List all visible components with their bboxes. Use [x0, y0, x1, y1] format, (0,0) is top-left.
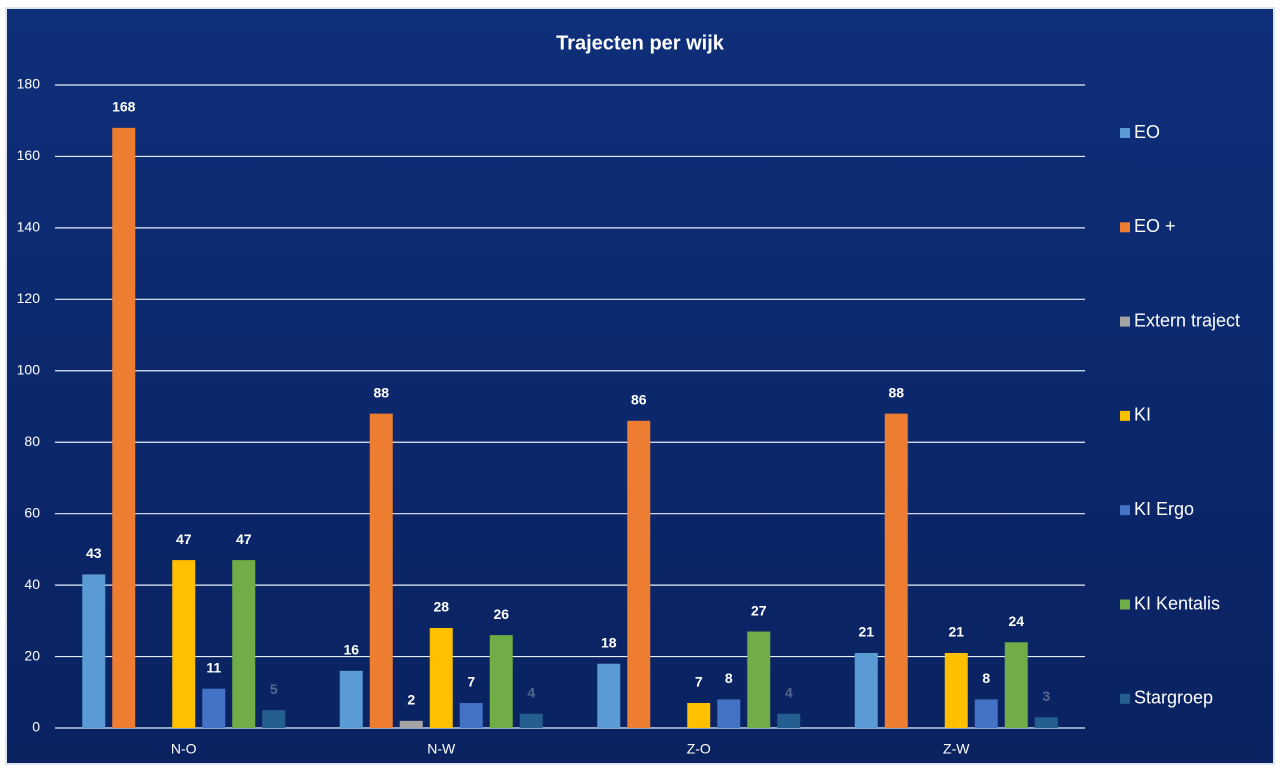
data-label: 4	[785, 684, 793, 700]
data-label: 2	[407, 692, 415, 708]
y-tick-label: 140	[17, 219, 41, 235]
data-label: 7	[467, 674, 475, 690]
legend-label: KI Ergo	[1134, 499, 1194, 519]
bar	[399, 720, 423, 728]
data-label: 26	[493, 606, 509, 622]
bar	[1004, 642, 1028, 728]
legend-label: KI	[1134, 405, 1151, 425]
data-label: 5	[270, 681, 278, 697]
data-label: 16	[343, 642, 359, 658]
bar	[884, 413, 908, 728]
legend-swatch	[1120, 410, 1130, 421]
bar	[369, 413, 393, 728]
data-label: 27	[751, 602, 767, 618]
bar	[112, 127, 136, 728]
bar	[429, 627, 453, 728]
bar	[627, 420, 651, 728]
chart-title: Trajecten per wijk	[556, 32, 725, 54]
data-label: 3	[1042, 688, 1050, 704]
y-tick-label: 40	[24, 576, 40, 592]
legend-swatch	[1120, 599, 1130, 610]
legend-swatch	[1120, 128, 1130, 138]
bar	[854, 652, 878, 728]
data-label: 168	[112, 99, 136, 115]
legend-swatch	[1120, 316, 1130, 327]
legend-label: EO +	[1134, 216, 1176, 236]
bar	[82, 574, 106, 728]
y-tick-label: 60	[24, 504, 40, 520]
x-tick-label: N-W	[427, 741, 456, 757]
bar	[172, 560, 196, 728]
data-label: 88	[373, 384, 389, 400]
legend-label: Extern traject	[1134, 310, 1240, 330]
data-label: 4	[527, 684, 535, 700]
x-tick-label: N-O	[171, 741, 197, 757]
data-label: 88	[888, 384, 904, 400]
bar	[262, 710, 286, 728]
data-label: 47	[236, 531, 252, 547]
y-tick-label: 20	[24, 647, 40, 663]
legend-label: KI Kentalis	[1134, 593, 1220, 613]
x-tick-label: Z-O	[687, 741, 711, 757]
y-tick-label: 120	[17, 290, 41, 306]
y-tick-label: 0	[32, 719, 40, 735]
y-tick-label: 160	[17, 147, 41, 163]
bar	[777, 713, 801, 728]
data-label: 86	[631, 391, 647, 407]
data-label: 43	[86, 545, 102, 561]
data-label: 11	[206, 659, 221, 675]
bar	[1034, 717, 1058, 728]
bar	[974, 699, 998, 728]
data-label: 24	[1008, 613, 1024, 629]
bar	[717, 699, 741, 728]
data-label: 18	[601, 634, 617, 650]
y-tick-label: 180	[17, 76, 41, 92]
legend-label: Stargroep	[1134, 688, 1213, 708]
legend-swatch	[1120, 505, 1130, 516]
data-label: 28	[433, 599, 449, 615]
bar	[489, 635, 513, 728]
legend-label: EO	[1134, 122, 1160, 142]
x-tick-label: Z-W	[943, 741, 970, 757]
bar	[747, 631, 771, 728]
data-label: 8	[982, 670, 990, 686]
bar	[339, 670, 363, 728]
data-label: 47	[176, 531, 192, 547]
bar	[202, 688, 226, 728]
legend-swatch	[1120, 693, 1130, 704]
data-label: 7	[695, 674, 703, 690]
bar	[597, 663, 621, 728]
bar	[459, 702, 483, 728]
bar	[232, 560, 256, 728]
bar	[687, 702, 711, 728]
data-label: 8	[725, 670, 733, 686]
y-tick-label: 80	[24, 433, 40, 449]
bar	[519, 713, 543, 728]
bar	[944, 652, 968, 728]
y-tick-label: 100	[17, 361, 41, 377]
data-label: 21	[948, 624, 964, 640]
legend-swatch	[1120, 222, 1130, 233]
data-label: 21	[858, 624, 874, 640]
